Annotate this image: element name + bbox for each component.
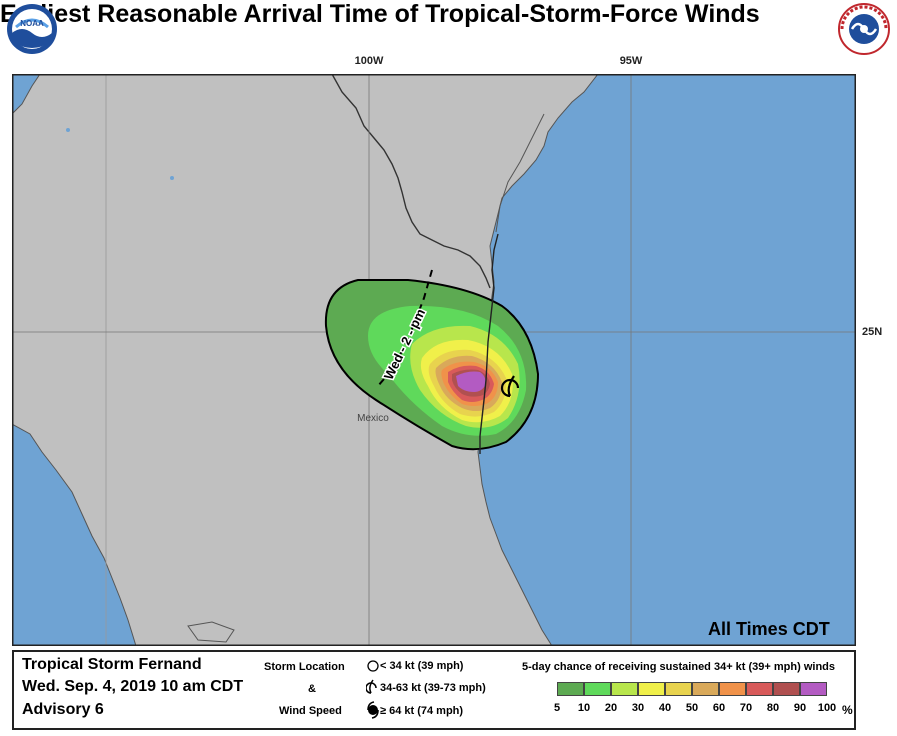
times-note: All Times CDT xyxy=(708,619,830,639)
probability-label: 40 xyxy=(658,702,672,714)
tropical-storm-icon xyxy=(366,679,377,694)
probability-label: 5 xyxy=(553,702,561,714)
noaa-logo: NOAA xyxy=(7,4,57,54)
probability-label: 30 xyxy=(631,702,645,714)
storm-location-title: Storm Location xyxy=(264,661,345,673)
wind-category-3: ≥ 64 kt (74 mph) xyxy=(380,705,464,717)
legend-panel: Tropical Storm Fernand Wed. Sep. 4, 2019… xyxy=(12,650,856,730)
probability-swatch xyxy=(800,682,827,696)
noaa-logo-text: NOAA xyxy=(20,19,44,28)
probability-swatch xyxy=(638,682,665,696)
probability-label: 20 xyxy=(604,702,618,714)
advisory-number: Advisory 6 xyxy=(22,701,104,718)
hurricane-icon xyxy=(367,701,379,719)
probability-swatch xyxy=(557,682,584,696)
probability-swatch xyxy=(719,682,746,696)
prob-90pct xyxy=(456,371,486,392)
probability-swatch xyxy=(692,682,719,696)
wind-category-1: < 34 kt (39 mph) xyxy=(380,660,464,672)
probability-label: 90 xyxy=(793,702,807,714)
probability-label: 100 xyxy=(817,702,837,714)
lat-label-25n: 25N xyxy=(862,326,883,338)
probability-swatch xyxy=(584,682,611,696)
lon-label-100w: 100W xyxy=(354,55,384,67)
probability-swatch xyxy=(746,682,773,696)
wind-speed-title: Wind Speed xyxy=(279,705,342,717)
pacific-inlet xyxy=(12,74,41,115)
map: Wed - 2 - pm Mexico xyxy=(12,74,856,646)
probability-label: 50 xyxy=(685,702,699,714)
mexico-label: Mexico xyxy=(357,413,389,424)
issue-time: Wed. Sep. 4, 2019 10 am CDT xyxy=(22,678,244,695)
probability-label: 70 xyxy=(739,702,753,714)
barrier-islands xyxy=(495,113,545,233)
map-border xyxy=(12,74,856,646)
nws-logo xyxy=(838,3,890,55)
percent-sign: % xyxy=(842,703,853,717)
island xyxy=(187,621,235,643)
southwest-water xyxy=(12,423,137,646)
coastline xyxy=(479,233,499,454)
arrival-contour xyxy=(377,269,433,387)
storm-symbol xyxy=(500,375,520,398)
probability-title: 5-day chance of receiving sustained 34+ … xyxy=(522,661,835,673)
page-title: Earliest Reasonable Arrival Time of Trop… xyxy=(0,0,760,28)
probability-swatch xyxy=(665,682,692,696)
lon-label-95w: 95W xyxy=(619,55,643,67)
weak-storm-icon xyxy=(367,660,379,672)
probability-label: 10 xyxy=(577,702,591,714)
probability-swatch xyxy=(611,682,638,696)
amp-label: & xyxy=(308,683,316,695)
international-border xyxy=(331,74,491,289)
wind-category-2: 34-63 kt (39-73 mph) xyxy=(380,682,486,694)
probability-swatch xyxy=(773,682,800,696)
probability-label: 60 xyxy=(712,702,726,714)
storm-name: Tropical Storm Fernand xyxy=(22,656,202,673)
probability-label: 80 xyxy=(766,702,780,714)
